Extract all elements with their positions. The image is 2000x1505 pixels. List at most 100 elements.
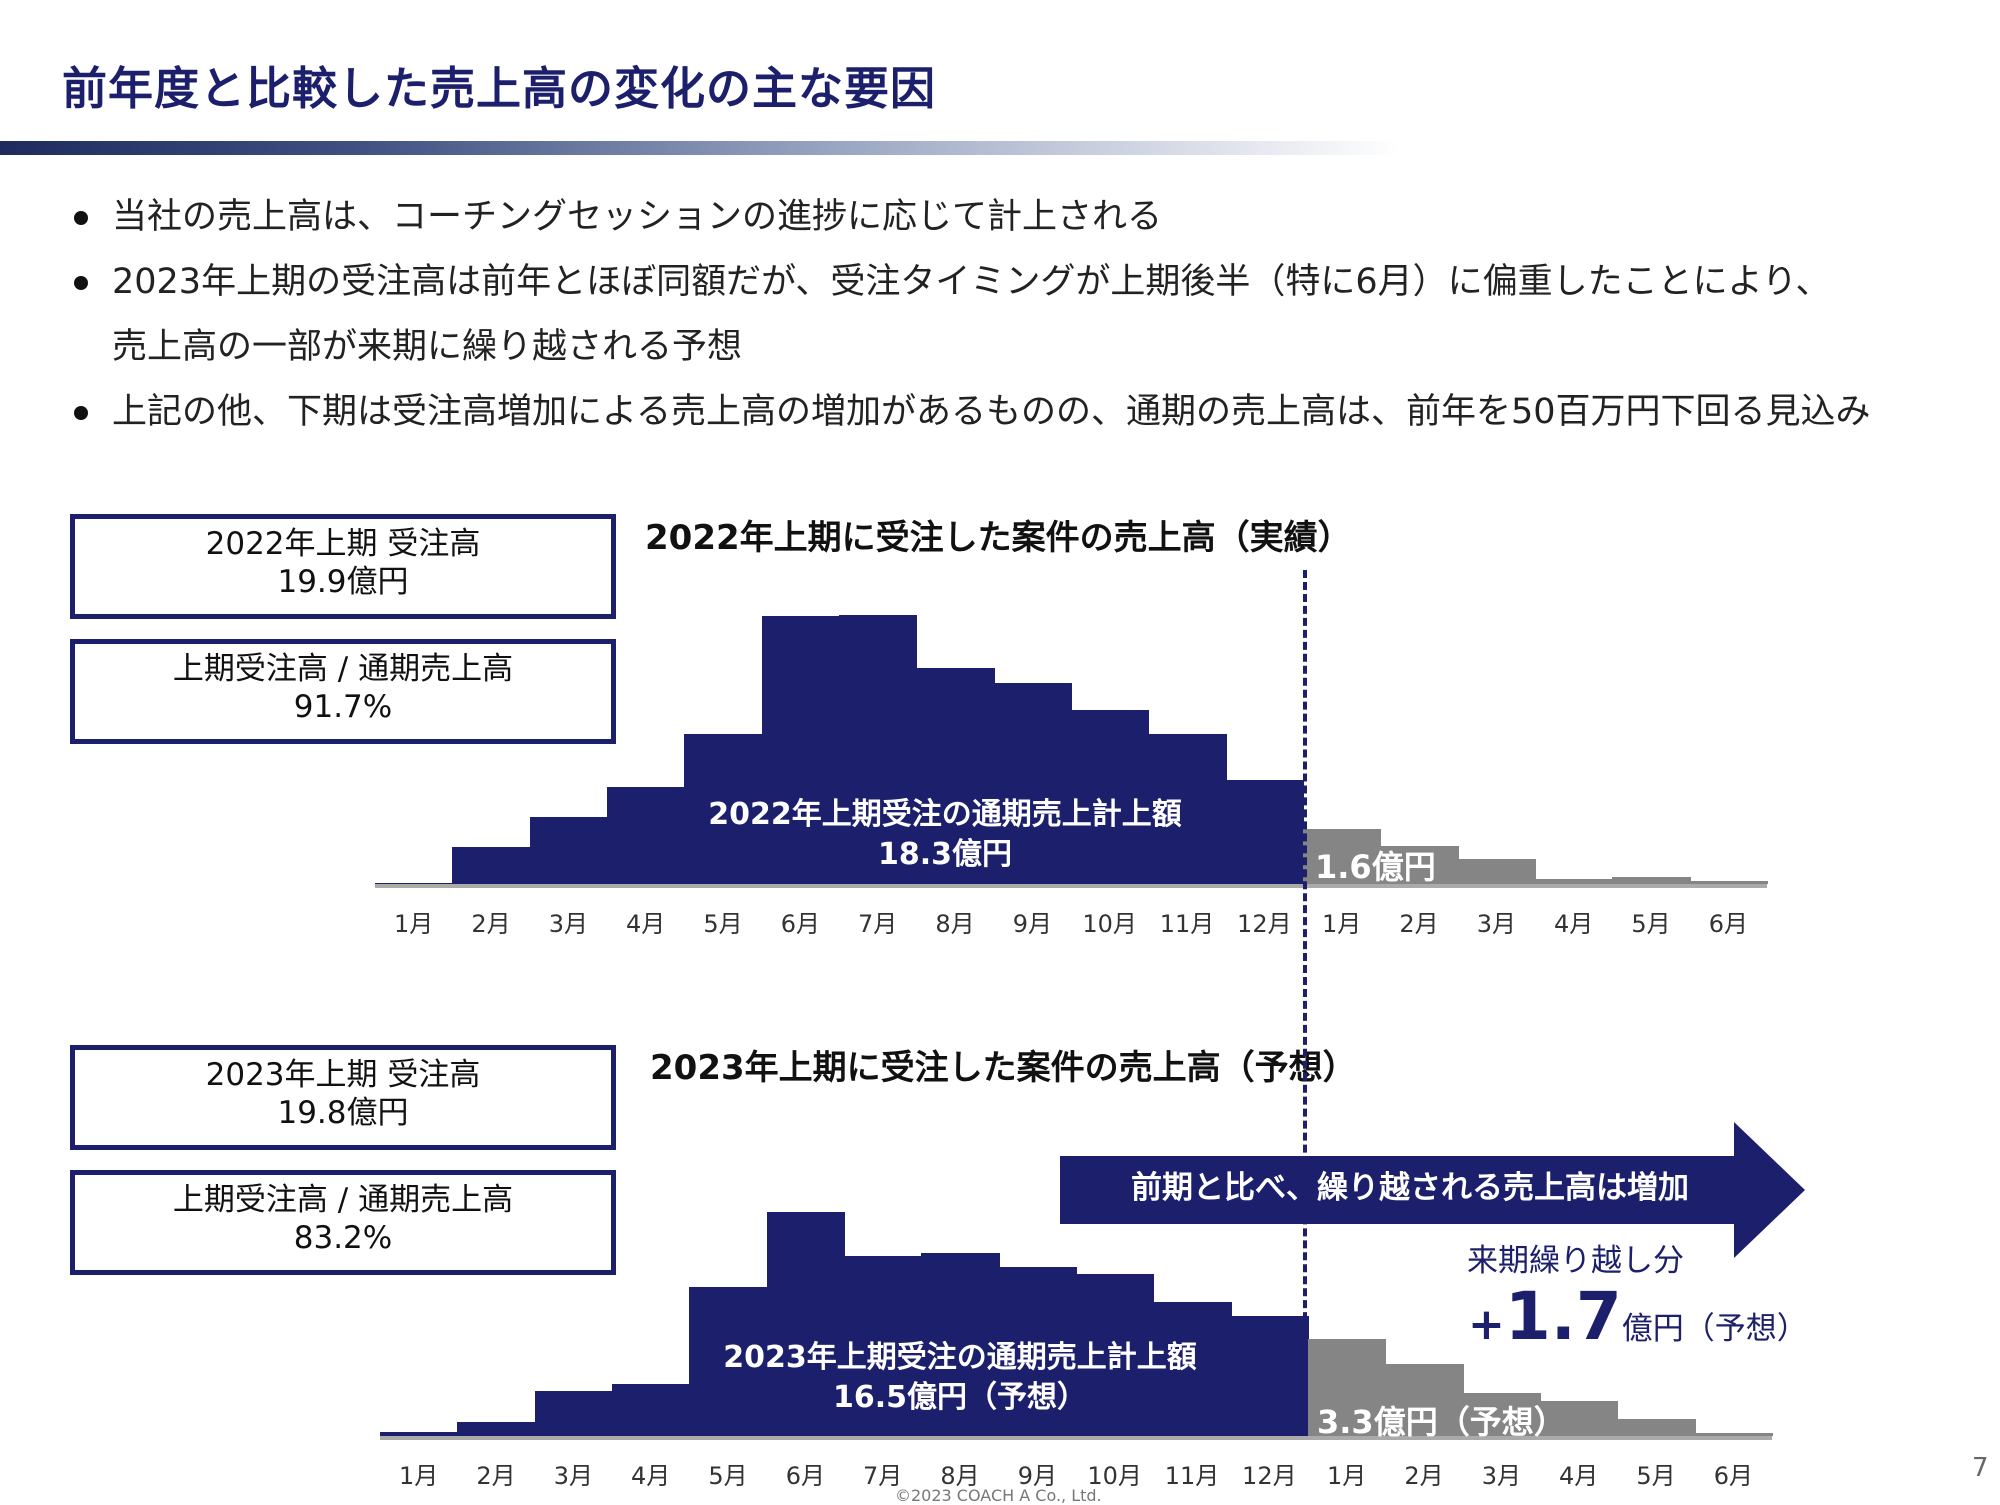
chart-bar — [766, 1212, 845, 1436]
chart-bar — [1225, 780, 1304, 884]
month-tick-label: 4月 — [1559, 1462, 1599, 1490]
month-tick-label: 10月 — [1087, 1462, 1142, 1490]
chart-bar — [1076, 1274, 1155, 1436]
chart-bar — [612, 1384, 691, 1436]
navy-total-label-2022: 2022年上期受注の通期売上計上額 18.3億円 — [685, 795, 1205, 875]
chart-bar — [1148, 734, 1227, 884]
order-ratio-box-2022: 上期受注高 / 通期売上高 91.7% — [70, 639, 616, 744]
box-value: 19.9億円 — [277, 564, 409, 600]
chart-bar — [844, 1256, 923, 1436]
copyright: ©2023 COACH A Co., Ltd. — [895, 1486, 1102, 1505]
navy-total-value: 18.3億円 — [877, 837, 1013, 872]
fiscal-year-divider — [1303, 570, 1307, 1380]
page-number: 7 — [1972, 1453, 1989, 1483]
chart-bar — [761, 616, 840, 884]
month-tick-label: 12月 — [1237, 910, 1292, 938]
navy-total-value: 16.5億円（予想） — [832, 1380, 1088, 1415]
carry-over-unit: 億円（予想） — [1621, 1311, 1808, 1347]
carryover-label-2023: 3.3億円（予想） — [1317, 1403, 1566, 1441]
chart-title-2023: 2023年上期に受注した案件の売上高（予想） — [650, 1048, 1357, 1088]
month-tick-label: 2月 — [1399, 910, 1439, 938]
chart-bar — [1462, 1393, 1541, 1436]
bullet-list: 当社の売上高は、コーチングセッションの進捗に応じて計上される 2023年上期の受… — [70, 185, 1990, 445]
chart-bar — [1535, 879, 1614, 884]
month-tick-label: 3月 — [553, 1462, 593, 1490]
chart-bar — [1385, 1364, 1464, 1436]
chart-bar — [916, 668, 995, 884]
month-tick-label: 4月 — [1554, 910, 1594, 938]
chart-bar — [1230, 1316, 1309, 1436]
month-tick-label: 9月 — [1012, 910, 1052, 938]
month-tick-label: 7月 — [858, 910, 898, 938]
chart-bar — [1617, 1419, 1696, 1436]
chart-bar — [684, 734, 763, 884]
bullet-continuation: 売上高の一部が来期に繰り越される予想 — [70, 315, 1990, 380]
chart-bar — [457, 1422, 536, 1436]
month-tick-label: 3月 — [1476, 910, 1516, 938]
carry-over-value: +1.7億円（予想） — [1468, 1278, 1808, 1355]
box-value: 91.7% — [293, 689, 393, 725]
month-tick-label: 1月 — [1322, 910, 1362, 938]
bullet-item: 上記の他、下期は受注高増加による売上高の増加があるものの、通期の売上高は、前年を… — [70, 380, 1990, 445]
chart-axis-line — [380, 1436, 1772, 1440]
chart-bar — [998, 1267, 1077, 1436]
bullet-text: 2023年上期の受注高は前年とほぼ同額だが、受注タイミングが上期後半（特に6月）… — [112, 262, 1831, 302]
bullet-item: 2023年上期の受注高は前年とほぼ同額だが、受注タイミングが上期後半（特に6月）… — [70, 250, 1990, 315]
month-tick-label: 5月 — [703, 910, 743, 938]
chart-bar — [1071, 710, 1150, 884]
month-tick-label: 1月 — [1327, 1462, 1367, 1490]
box-value: 19.8億円 — [277, 1095, 409, 1131]
carry-over-label: 来期繰り越し分 — [1467, 1243, 1684, 1279]
chart-title-2022: 2022年上期に受注した案件の売上高（実績） — [645, 518, 1352, 558]
month-tick-label: 3月 — [1481, 1462, 1521, 1490]
month-tick-label: 11月 — [1159, 910, 1215, 938]
month-tick-label: 4月 — [631, 1462, 671, 1490]
order-ratio-box-2023: 上期受注高 / 通期売上高 83.2% — [70, 1170, 616, 1275]
carry-over-plus: + — [1468, 1299, 1505, 1350]
increase-arrow-icon — [1060, 1122, 1805, 1258]
chart-bar — [1153, 1302, 1232, 1436]
carry-over-number: 1.7 — [1504, 1278, 1622, 1355]
month-tick-label: 6月 — [780, 910, 820, 938]
chart-bar — [529, 817, 608, 884]
carryover-label-2022: 1.6億円 — [1315, 848, 1436, 886]
chart-bar — [689, 1287, 768, 1436]
month-tick-label: 1月 — [394, 910, 434, 938]
month-tick-label: 11月 — [1164, 1462, 1220, 1490]
box-label: 2023年上期 受注高 — [205, 1057, 481, 1093]
chart-bar — [921, 1253, 1000, 1436]
arrow-shape — [1060, 1122, 1805, 1258]
box-label: 2022年上期 受注高 — [205, 526, 481, 562]
chart-bar — [380, 1432, 459, 1436]
chart-bar — [452, 847, 531, 884]
bullet-text: 上記の他、下期は受注高増加による売上高の増加があるものの、通期の売上高は、前年を… — [112, 392, 1871, 432]
month-tick-label: 5月 — [708, 1462, 748, 1490]
chart-bar — [534, 1391, 613, 1436]
chart-bar — [839, 615, 918, 884]
chart-bar — [1303, 829, 1382, 884]
month-tick-label: 5月 — [1636, 1462, 1676, 1490]
chart-bar — [607, 787, 686, 884]
navy-total-caption: 2022年上期受注の通期売上計上額 — [708, 797, 1182, 832]
month-tick-label: 7月 — [863, 1462, 903, 1490]
month-tick-label: 2月 — [1404, 1462, 1444, 1490]
navy-total-caption: 2023年上期受注の通期売上計上額 — [723, 1340, 1197, 1375]
bullet-text: 当社の売上高は、コーチングセッションの進捗に応じて計上される — [112, 197, 1163, 237]
arrow-caption: 前期と比べ、繰り越される売上高は増加 — [1131, 1170, 1689, 1206]
navy-total-label-2023: 2023年上期受注の通期売上計上額 16.5億円（予想） — [700, 1338, 1220, 1418]
chart-axis-line — [375, 884, 1767, 888]
month-tick-label: 12月 — [1242, 1462, 1297, 1490]
chart-bar — [1457, 859, 1536, 884]
month-tick-label: 8月 — [940, 1462, 980, 1490]
chart-bar — [993, 683, 1072, 884]
bullet-dot-icon — [74, 406, 88, 420]
month-tick-label: 6月 — [785, 1462, 825, 1490]
chart-bar — [375, 883, 454, 884]
month-tick-label: 6月 — [1708, 910, 1748, 938]
month-tick-label: 6月 — [1713, 1462, 1753, 1490]
chart-bar — [1308, 1339, 1387, 1436]
month-tick-label: 5月 — [1631, 910, 1671, 938]
month-tick-label: 1月 — [399, 1462, 439, 1490]
month-tick-label: 2月 — [471, 910, 511, 938]
chart-bar — [1689, 881, 1768, 884]
